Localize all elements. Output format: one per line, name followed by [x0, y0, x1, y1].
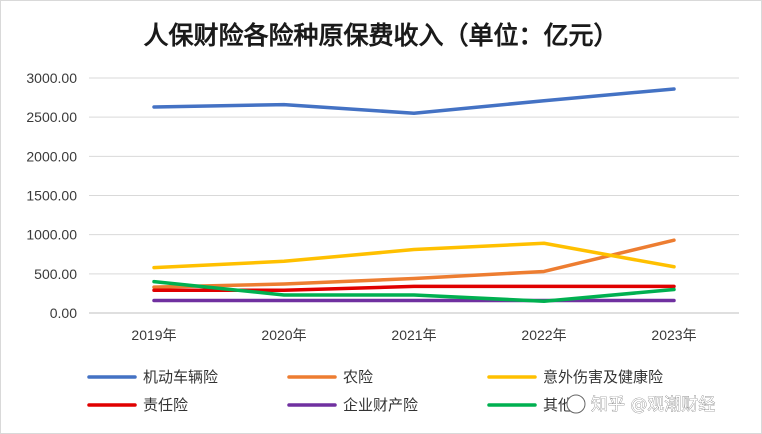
series-line-1: [152, 87, 676, 115]
series-lines: [152, 87, 676, 303]
x-tick-label: 2022年: [521, 327, 566, 343]
x-tick-label: 2020年: [261, 327, 306, 343]
y-tick-label: 1000.00: [26, 227, 77, 243]
legend-label: 农险: [343, 368, 373, 386]
legend-item: 农险: [287, 368, 373, 386]
legend-item: 企业财产险: [287, 396, 418, 414]
legend-label: 责任险: [143, 396, 188, 414]
series-line-2: [152, 238, 676, 289]
x-tick-label: 2019年: [131, 327, 176, 343]
legend-label: 其他: [543, 396, 573, 414]
legend-item: 机动车辆险: [87, 368, 218, 386]
gridlines: [89, 77, 739, 314]
watermark: 知乎 @观潮财经: [591, 395, 715, 415]
series-line-6: [152, 279, 676, 303]
y-tick-label: 3000.00: [26, 70, 77, 86]
y-tick-label: 2500.00: [26, 109, 77, 125]
legend-item: 意外伤害及健康险: [487, 368, 663, 386]
legend-label: 机动车辆险: [143, 368, 218, 386]
x-tick-label: 2023年: [651, 327, 696, 343]
y-tick-label: 2000.00: [26, 148, 77, 164]
legend-item: 责任险: [87, 396, 188, 414]
legend-label: 企业财产险: [343, 396, 418, 414]
y-tick-label: 1500.00: [26, 188, 77, 204]
legend-label: 意外伤害及健康险: [543, 368, 663, 386]
x-tick-label: 2021年: [391, 327, 436, 343]
x-axis-ticks: 2019年 2020年 2021年 2022年 2023年: [131, 327, 696, 343]
y-tick-label: 0.00: [50, 305, 77, 321]
legend-item: 其他: [487, 396, 573, 414]
y-tick-label: 500.00: [34, 266, 77, 282]
y-axis-ticks: 3000.00 2500.00 2000.00 1500.00 1000.00 500.0…: [26, 70, 77, 321]
series-line-3: [152, 241, 676, 270]
watermark-group: 知乎 @观潮财经: [566, 394, 716, 415]
chart-title: 人保财险各险种原保费收入（单位：亿元）: [143, 21, 618, 50]
watermark-logo-icon: [566, 394, 586, 414]
